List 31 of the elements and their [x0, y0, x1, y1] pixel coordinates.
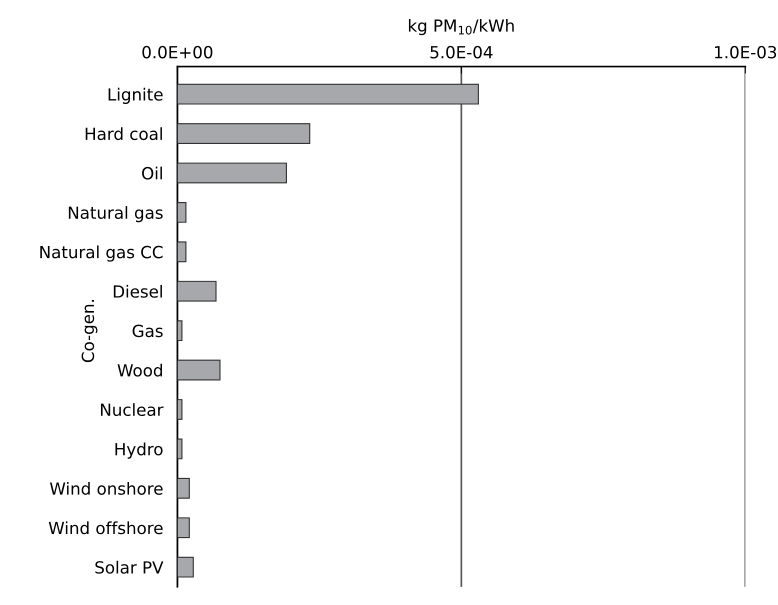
- y-tick-label: Wood: [118, 364, 162, 377]
- y-tick-label: Wind offshore: [48, 521, 163, 534]
- y-tick-label: Nuclear: [100, 403, 164, 416]
- bar: [177, 478, 190, 499]
- bar: [177, 241, 186, 262]
- y-tick-label: Natural gas CC: [40, 245, 163, 262]
- bar: [177, 399, 182, 420]
- y-tick-label: Hard coal: [86, 127, 162, 140]
- y-tick-label: Solar PV: [95, 560, 164, 574]
- y-tick-label: Natural gas: [68, 206, 163, 222]
- bar: [177, 202, 186, 223]
- bar: [177, 320, 182, 342]
- y-tick-label: Diesel: [114, 284, 162, 298]
- bar: [177, 438, 182, 460]
- x-tick-label: 5.0E-04: [430, 46, 493, 58]
- bar: [177, 84, 479, 105]
- bar: [177, 556, 194, 578]
- bar: [177, 162, 287, 184]
- bar: [177, 360, 221, 380]
- x-tick-label: 1.0E-03: [715, 46, 776, 58]
- y-tick-label: Oil: [142, 166, 162, 180]
- y-tick-label: Wind onshore: [50, 482, 163, 495]
- x-tick-label: 0.0E+00: [142, 46, 212, 58]
- y-tick-label: Hydro: [115, 442, 163, 459]
- text: Co-gen.: [82, 300, 98, 362]
- y-tick-label: Lignite: [108, 88, 163, 104]
- y-tick-label: Gas: [132, 324, 163, 338]
- x-axis-title: kg PM$_{10}$/kWh: [408, 19, 514, 36]
- bar: [177, 517, 190, 538]
- bar: [177, 280, 217, 302]
- bar: [177, 123, 310, 144]
